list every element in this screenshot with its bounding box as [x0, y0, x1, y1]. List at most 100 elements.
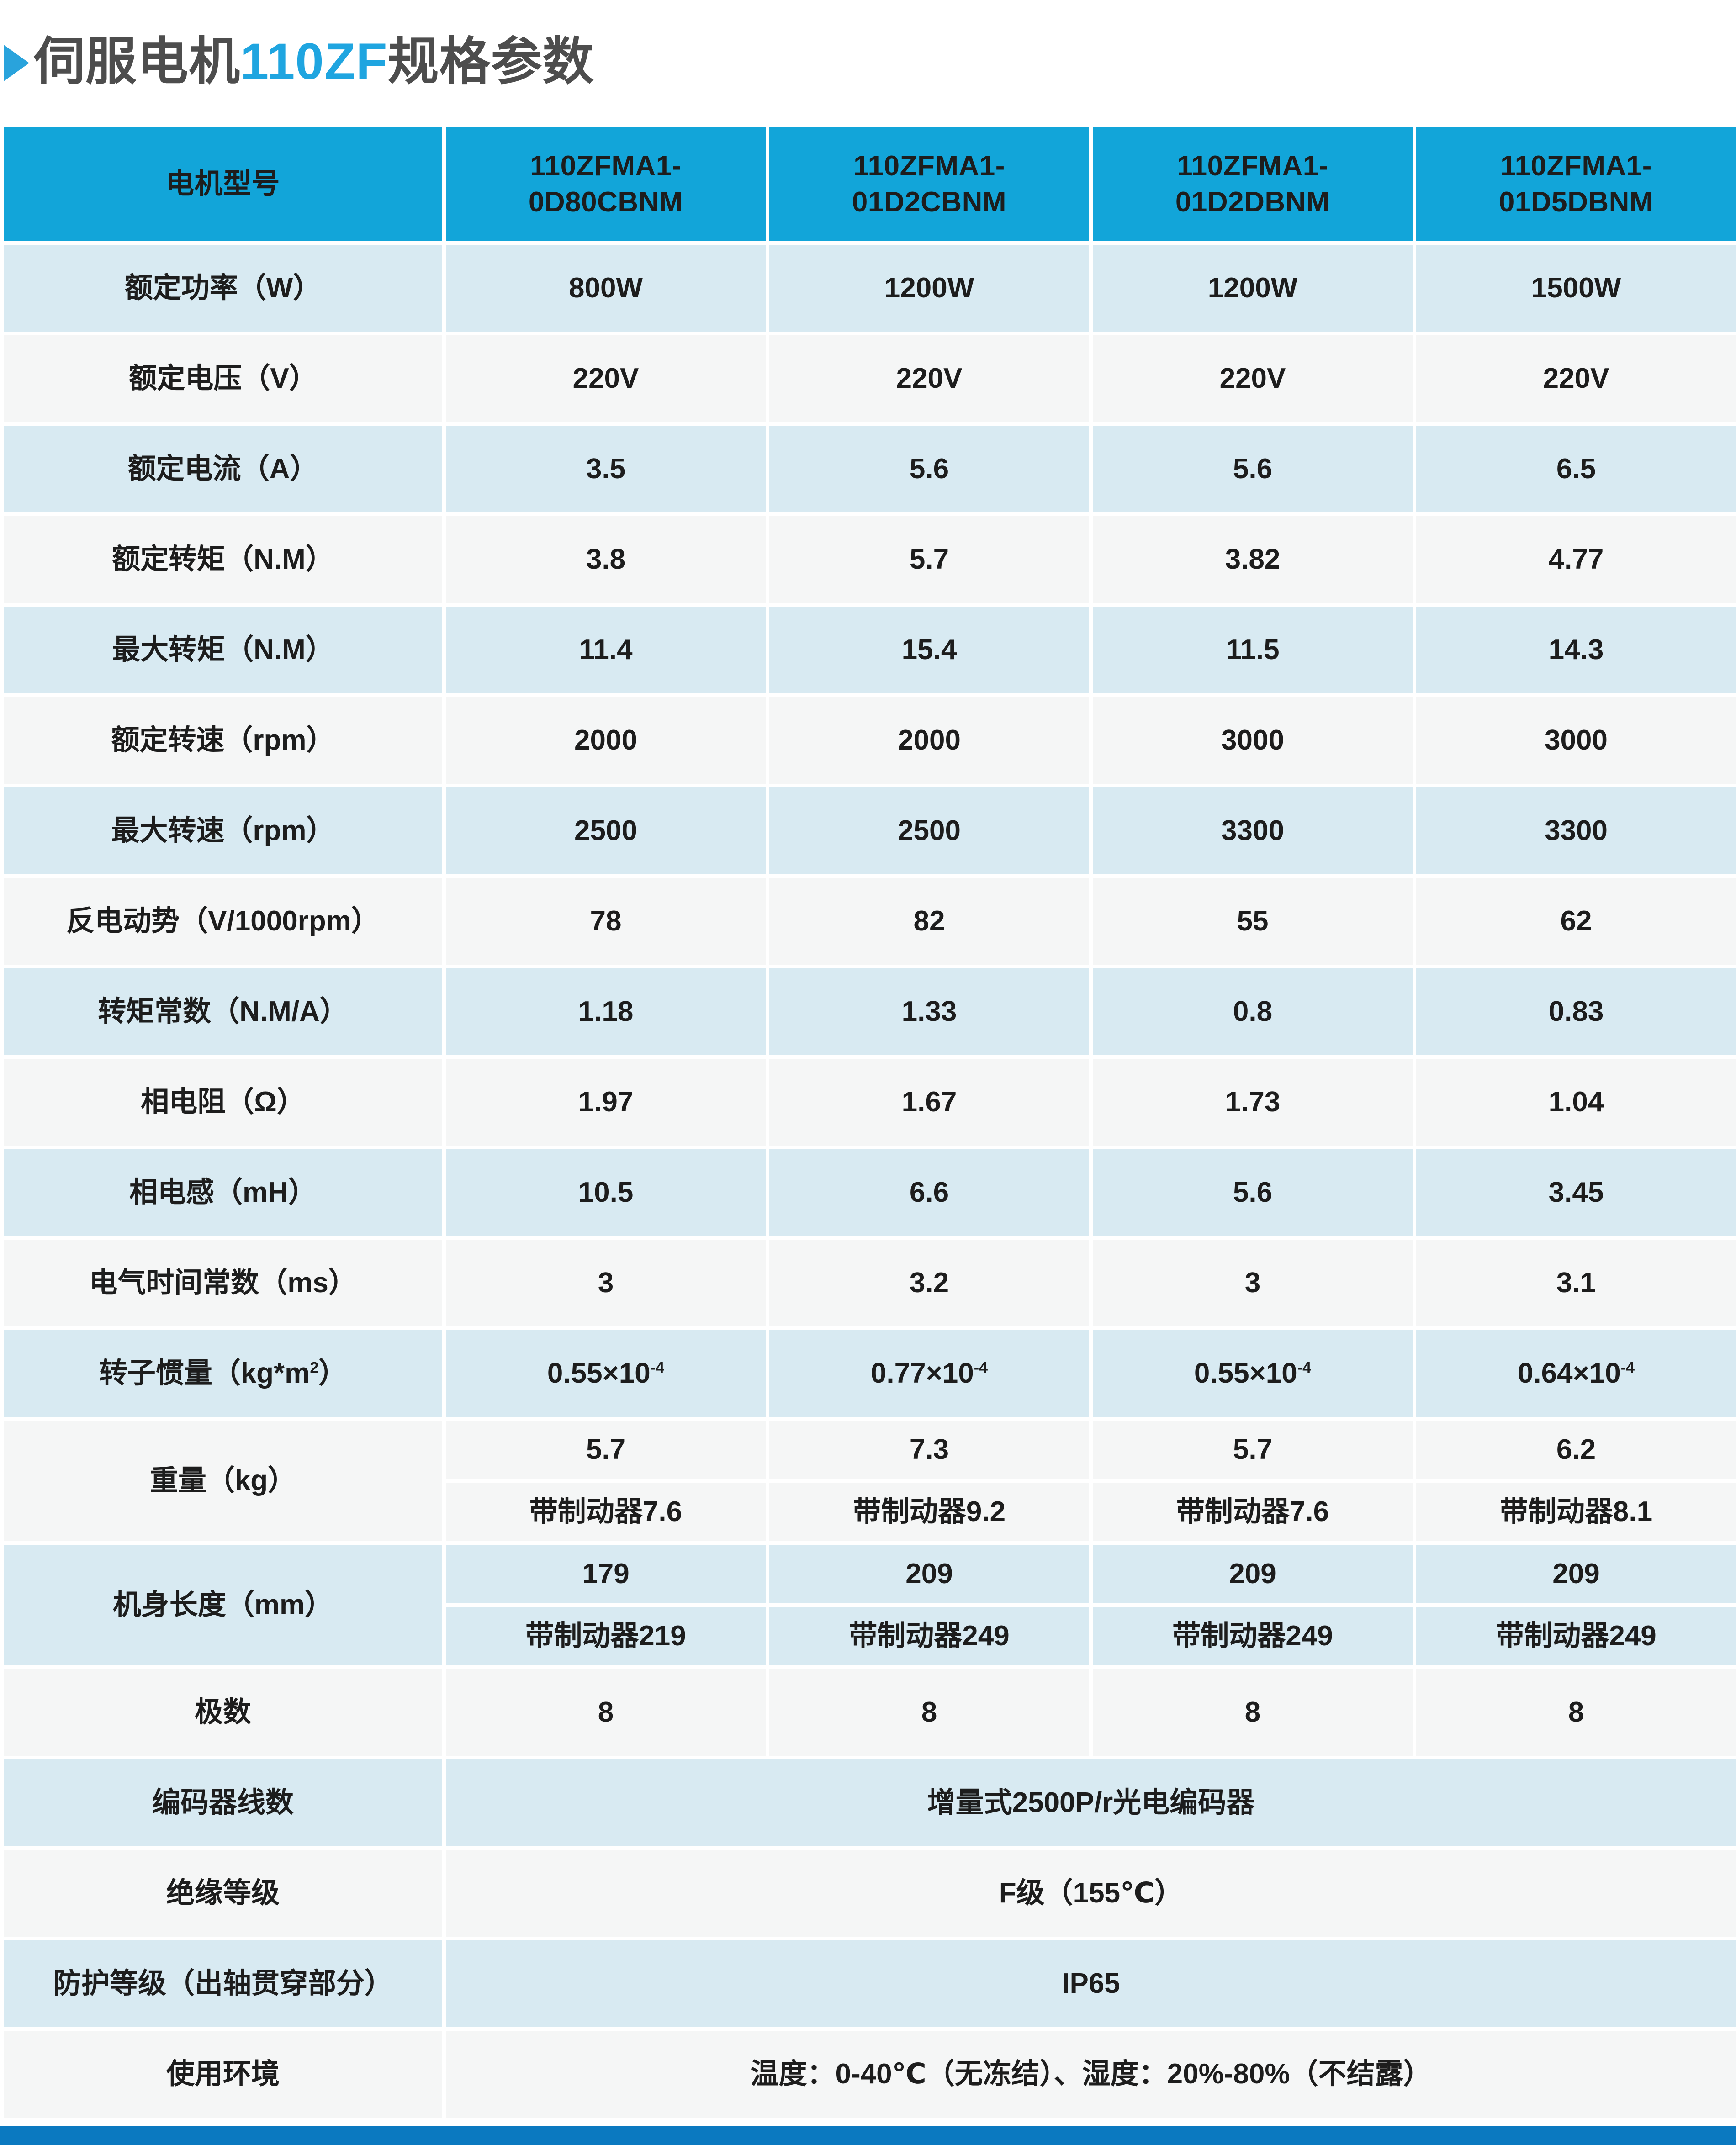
inertia-label-prefix: 转子惯量（kg*m [99, 1358, 310, 1389]
cell: 3.1 [1416, 1240, 1736, 1326]
cell: 带制动器9.2 [769, 1483, 1089, 1541]
cell: 3000 [1093, 697, 1413, 784]
cell: 82 [769, 878, 1089, 965]
inertia-exponent: -4 [974, 1359, 988, 1377]
cell: 2000 [769, 697, 1089, 784]
cell: 2500 [769, 787, 1089, 874]
cell: 带制动器249 [1416, 1607, 1736, 1665]
cell: 2000 [446, 697, 766, 784]
cell: 14.3 [1416, 607, 1736, 693]
row-label: 重量（kg） [4, 1421, 442, 1541]
cell: 2500 [446, 787, 766, 874]
cell: 带制动器249 [769, 1607, 1089, 1665]
cell: 209 [1416, 1545, 1736, 1603]
cell: 带制动器8.1 [1416, 1483, 1736, 1541]
cell: 5.7 [446, 1421, 766, 1479]
table-row: 电气时间常数（ms） 3 3.2 3 3.1 [4, 1240, 1736, 1326]
row-label: 额定电压（V） [4, 335, 442, 422]
model-line-4a: 110ZFMA1- [1500, 150, 1652, 182]
cell: 220V [769, 335, 1089, 422]
row-label: 机身长度（mm） [4, 1545, 442, 1665]
cell: 1.18 [446, 968, 766, 1055]
cell: 3 [1093, 1240, 1413, 1326]
header-model-3: 110ZFMA1- 01D2DBNM [1093, 127, 1413, 241]
cell: 220V [446, 335, 766, 422]
cell: 3 [446, 1240, 766, 1326]
cell: 1500W [1416, 245, 1736, 332]
inertia-label-sup: 2 [310, 1359, 319, 1377]
cell: 15.4 [769, 607, 1089, 693]
cell: 8 [769, 1669, 1089, 1756]
table-row-length-top: 机身长度（mm） 179 209 209 209 [4, 1545, 1736, 1665]
table-row: 额定转速（rpm） 2000 2000 3000 3000 [4, 697, 1736, 784]
cell-merged: IP65 [446, 1940, 1736, 2027]
cell: 3.8 [446, 516, 766, 603]
cell: 带制动器7.6 [446, 1483, 766, 1541]
cell: 6.5 [1416, 426, 1736, 512]
page-title: 伺服电机110ZF规格参数 [0, 0, 1736, 123]
inertia-mantissa: 0.64×10 [1517, 1358, 1621, 1389]
page-title-text: 伺服电机110ZF规格参数 [34, 36, 594, 87]
cell: 55 [1093, 878, 1413, 965]
table-row: 反电动势（V/1000rpm） 78 82 55 62 [4, 878, 1736, 965]
model-line-3b: 01D2DBNM [1175, 186, 1330, 218]
inertia-label-suffix: ） [318, 1358, 347, 1389]
table-row: 额定电压（V） 220V 220V 220V 220V [4, 335, 1736, 422]
model-line-2a: 110ZFMA1- [853, 150, 1005, 182]
row-label: 防护等级（出轴贯穿部分） [4, 1940, 442, 2027]
cell: 5.6 [1093, 1149, 1413, 1236]
model-line-3a: 110ZFMA1- [1177, 150, 1328, 182]
header-model-2: 110ZFMA1- 01D2CBNM [769, 127, 1089, 241]
cell: 0.64×10-4 [1416, 1330, 1736, 1417]
table-row: 相电阻（Ω） 1.97 1.67 1.73 1.04 [4, 1059, 1736, 1146]
cell: 4.77 [1416, 516, 1736, 603]
cell: 7.3 [769, 1421, 1089, 1479]
inertia-exponent: -4 [650, 1359, 665, 1377]
cell-merged: 温度：0-40℃（无冻结）、湿度：20%-80%（不结露） [446, 2031, 1736, 2118]
cell: 3.45 [1416, 1149, 1736, 1236]
cell: 1.73 [1093, 1059, 1413, 1146]
inertia-exponent: -4 [1297, 1359, 1312, 1377]
cell-merged: F级（155℃） [446, 1850, 1736, 1937]
row-label: 额定功率（W） [4, 245, 442, 332]
table-row-protection: 防护等级（出轴贯穿部分） IP65 [4, 1940, 1736, 2027]
cell: 1200W [1093, 245, 1413, 332]
row-label: 绝缘等级 [4, 1850, 442, 1937]
table-row-environment: 使用环境 温度：0-40℃（无冻结）、湿度：20%-80%（不结露） [4, 2031, 1736, 2118]
row-label: 相电感（mH） [4, 1149, 442, 1236]
table-row-insulation: 绝缘等级 F级（155℃） [4, 1850, 1736, 1937]
cell: 6.6 [769, 1149, 1089, 1236]
table-row: 额定功率（W） 800W 1200W 1200W 1500W [4, 245, 1736, 332]
cell: 1200W [769, 245, 1089, 332]
row-label: 转矩常数（N.M/A） [4, 968, 442, 1055]
model-line-1b: 0D80CBNM [528, 186, 683, 218]
table-row: 相电感（mH） 10.5 6.6 5.6 3.45 [4, 1149, 1736, 1236]
cell: 1.33 [769, 968, 1089, 1055]
cell: 5.7 [1093, 1421, 1413, 1479]
row-label: 额定电流（A） [4, 426, 442, 512]
bottom-accent-bar [0, 2126, 1736, 2145]
cell: 0.8 [1093, 968, 1413, 1055]
cell: 3.2 [769, 1240, 1089, 1326]
cell: 8 [446, 1669, 766, 1756]
model-line-1a: 110ZFMA1- [530, 150, 682, 182]
cell: 0.83 [1416, 968, 1736, 1055]
table-row-encoder: 编码器线数 增量式2500P/r光电编码器 [4, 1759, 1736, 1846]
cell-merged: 增量式2500P/r光电编码器 [446, 1759, 1736, 1846]
model-line-2b: 01D2CBNM [852, 186, 1007, 218]
table-row-weight-bottom: 带制动器7.6 带制动器9.2 带制动器7.6 带制动器8.1 [4, 1483, 1736, 1541]
table-row-inertia: 转子惯量（kg*m2） 0.55×10-4 0.77×10-4 0.55×10-… [4, 1330, 1736, 1417]
cell: 0.77×10-4 [769, 1330, 1089, 1417]
row-label: 电气时间常数（ms） [4, 1240, 442, 1326]
cell: 0.55×10-4 [1093, 1330, 1413, 1417]
header-label: 电机型号 [4, 127, 442, 241]
cell: 3.5 [446, 426, 766, 512]
cell: 带制动器249 [1093, 1607, 1413, 1665]
title-suffix: 规格参数 [387, 33, 594, 90]
table-body: 额定功率（W） 800W 1200W 1200W 1500W 额定电压（V） 2… [4, 245, 1736, 2118]
row-label: 额定转速（rpm） [4, 697, 442, 784]
row-label: 最大转矩（N.M） [4, 607, 442, 693]
title-prefix: 伺服电机 [34, 33, 240, 90]
header-model-4: 110ZFMA1- 01D5DBNM [1416, 127, 1736, 241]
model-line-4b: 01D5DBNM [1498, 186, 1654, 218]
